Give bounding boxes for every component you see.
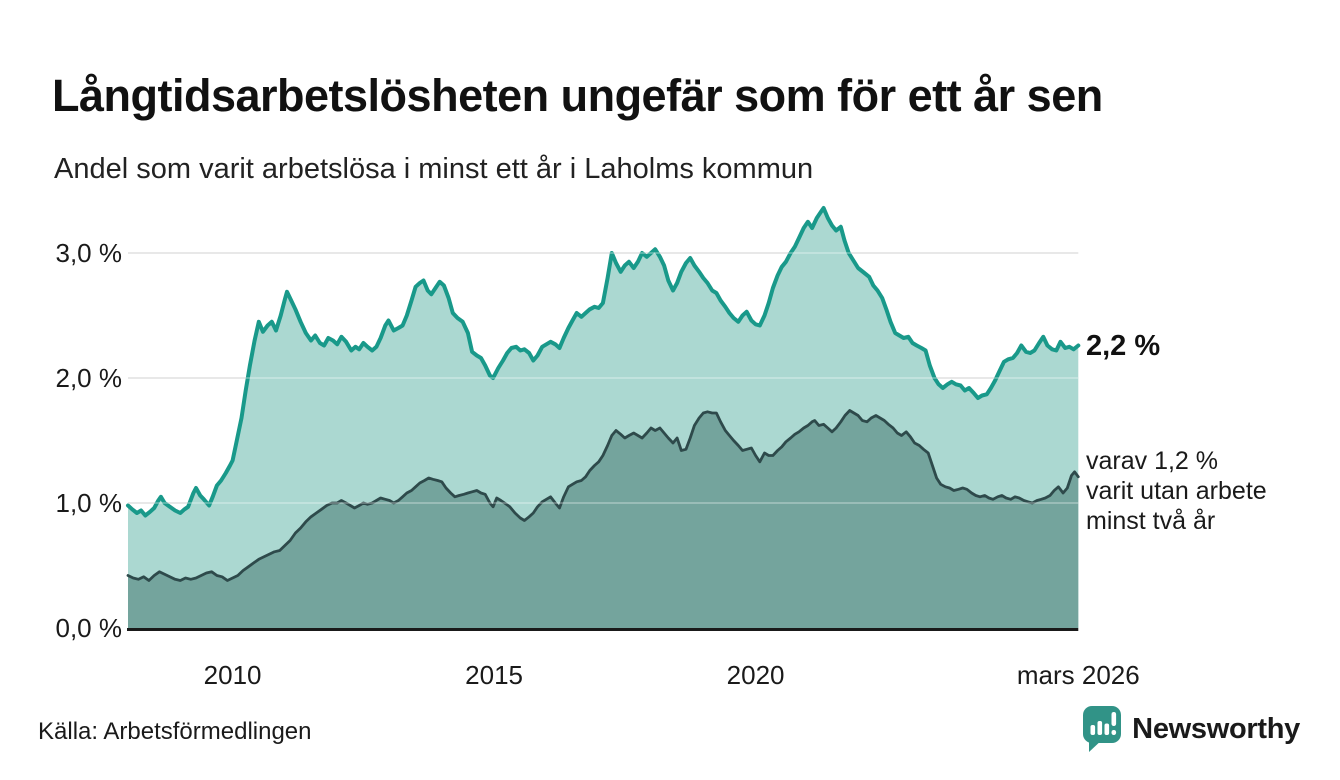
newsworthy-logo-icon xyxy=(1083,706,1122,752)
annotation-line: varav 1,2 % xyxy=(1086,447,1219,475)
y-axis-tick-label: 1,0 % xyxy=(55,488,123,518)
x-axis-tick-label: 2015 xyxy=(465,660,524,690)
newsworthy-wordmark: Newsworthy xyxy=(1132,712,1300,745)
newsworthy-branding: Newsworthy xyxy=(1082,704,1300,754)
page-title: Långtidsarbetslösheten ungefär som för e… xyxy=(52,70,1103,122)
x-axis-tick-label: 2010 xyxy=(203,660,262,690)
annotation-line: minst två år xyxy=(1086,507,1216,535)
source-credit: Källa: Arbetsförmedlingen xyxy=(38,718,312,745)
series-annotation: varav 1,2 % varit utan arbete minst två … xyxy=(1086,446,1267,536)
y-axis-tick-label: 3,0 % xyxy=(55,238,123,268)
y-axis-tick-label: 2,0 % xyxy=(55,363,123,393)
x-axis-tick-label: 2020 xyxy=(726,660,785,690)
chart-subtitle: Andel som varit arbetslösa i minst ett å… xyxy=(54,153,814,185)
series-end-value-label: 2,2 % xyxy=(1086,329,1161,362)
annotation-line: varit utan arbete xyxy=(1086,477,1267,505)
x-axis-tick-label: mars 2026 xyxy=(1016,660,1140,690)
y-axis-tick-label: 0,0 % xyxy=(55,613,123,643)
